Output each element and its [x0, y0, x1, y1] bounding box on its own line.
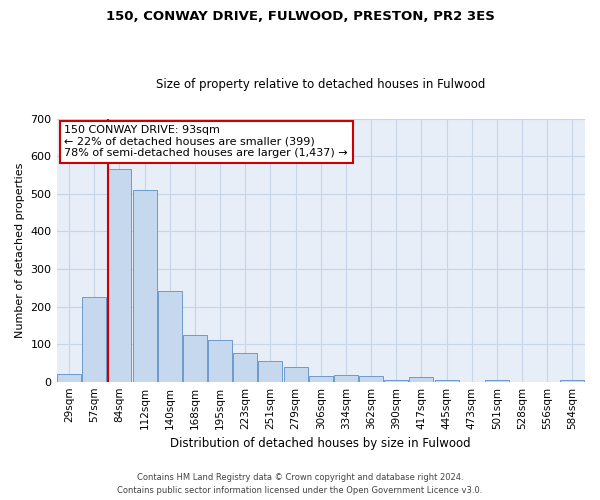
X-axis label: Distribution of detached houses by size in Fulwood: Distribution of detached houses by size … [170, 437, 471, 450]
Bar [409, 377, 433, 382]
Bar [57, 374, 81, 382]
Bar [133, 190, 157, 382]
Bar [208, 340, 232, 382]
Bar [560, 380, 584, 382]
Bar [385, 380, 408, 382]
Bar [233, 354, 257, 382]
Text: 150 CONWAY DRIVE: 93sqm
← 22% of detached houses are smaller (399)
78% of semi-d: 150 CONWAY DRIVE: 93sqm ← 22% of detache… [64, 125, 348, 158]
Y-axis label: Number of detached properties: Number of detached properties [15, 162, 25, 338]
Bar [359, 376, 383, 382]
Bar [158, 292, 182, 382]
Title: Size of property relative to detached houses in Fulwood: Size of property relative to detached ho… [156, 78, 485, 91]
Bar [309, 376, 333, 382]
Text: 150, CONWAY DRIVE, FULWOOD, PRESTON, PR2 3ES: 150, CONWAY DRIVE, FULWOOD, PRESTON, PR2… [106, 10, 494, 23]
Bar [183, 334, 207, 382]
Bar [284, 366, 308, 382]
Bar [82, 297, 106, 382]
Text: Contains HM Land Registry data © Crown copyright and database right 2024.
Contai: Contains HM Land Registry data © Crown c… [118, 474, 482, 495]
Bar [259, 361, 283, 382]
Bar [434, 380, 458, 382]
Bar [485, 380, 509, 382]
Bar [107, 170, 131, 382]
Bar [334, 375, 358, 382]
